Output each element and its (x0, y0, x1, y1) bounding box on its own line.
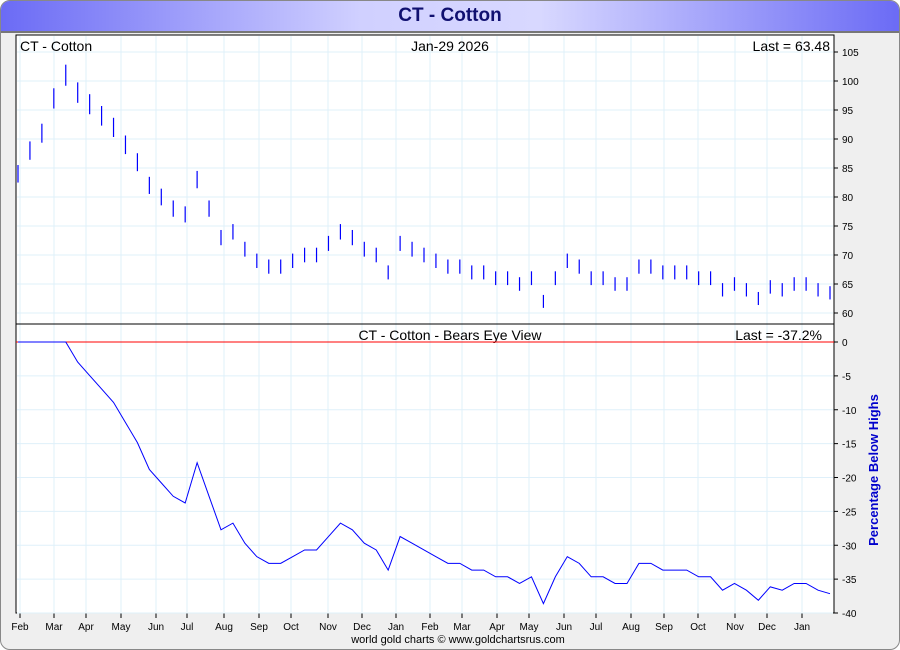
x-tick-label: Jan (794, 622, 810, 633)
x-tick-label: Nov (319, 622, 337, 633)
bottom-title: CT - Cotton - Bears Eye View (358, 327, 542, 343)
y-axis-label: Percentage Below Highs (866, 394, 881, 546)
x-tick-label: May (112, 622, 131, 633)
y-tick-label-bottom: -10 (842, 406, 857, 417)
y-tick-label-top: 70 (842, 251, 854, 262)
x-tick-label: Mar (453, 622, 471, 633)
x-tick-label: Dec (353, 622, 371, 633)
y-tick-label-bottom: -5 (842, 372, 851, 383)
y-tick-label-bottom: 0 (842, 338, 848, 349)
x-tick-label: Oct (690, 622, 706, 633)
x-tick-label: Jul (181, 622, 194, 633)
x-tick-label: Feb (421, 622, 439, 633)
x-tick-label: Sep (655, 622, 673, 633)
y-tick-label-top: 60 (842, 309, 854, 320)
x-tick-label: Nov (726, 622, 744, 633)
y-tick-label-top: 100 (842, 77, 859, 88)
marks: Feb Mar Apr May Jun Jul Aug Sep Oct Nov Dec Jan Feb M… (11, 48, 859, 633)
x-tick-label: Aug (622, 622, 640, 633)
top-title: CT - Cotton (20, 38, 92, 54)
y-tick-label-top: 105 (842, 48, 859, 59)
y-tick-label-bottom: -25 (842, 507, 857, 518)
y-tick-label-bottom: -20 (842, 474, 857, 485)
x-tick-label: Sep (250, 622, 268, 633)
x-tick-label: Apr (78, 622, 94, 633)
y-tick-label-top: 65 (842, 280, 854, 291)
x-tick-label: Jan (388, 622, 404, 633)
y-tick-label-top: 85 (842, 164, 854, 175)
chart-date: Jan-29 2026 (411, 38, 489, 54)
x-tick-label: Aug (215, 622, 233, 633)
y-tick-label-bottom: -15 (842, 440, 857, 451)
x-tick-label: May (520, 622, 539, 633)
last-price: Last = 63.48 (753, 38, 831, 54)
y-tick-label-bottom: -30 (842, 541, 857, 552)
y-tick-label-bottom: -40 (842, 609, 857, 620)
y-tick-label-top: 75 (842, 222, 854, 233)
x-tick-label: Jun (556, 622, 572, 633)
y-tick-label-top: 80 (842, 193, 854, 204)
footer-credit: world gold charts © www.goldchartsrus.co… (350, 634, 565, 646)
x-tick-label: Dec (758, 622, 776, 633)
x-tick-label: Jul (590, 622, 603, 633)
window-title: CT - Cotton (1, 1, 899, 33)
x-tick-label: Jun (148, 622, 164, 633)
x-tick-label: Oct (283, 622, 299, 633)
x-tick-label: Apr (489, 622, 505, 633)
x-tick-label: Mar (45, 622, 63, 633)
bears-eye-line (18, 341, 831, 605)
y-tick-label-top: 95 (842, 106, 854, 117)
y-tick-label-bottom: -35 (842, 575, 857, 586)
y-tick-label-top: 90 (842, 135, 854, 146)
last-percent: Last = -37.2% (735, 327, 822, 343)
x-tick-label: Feb (11, 622, 29, 633)
